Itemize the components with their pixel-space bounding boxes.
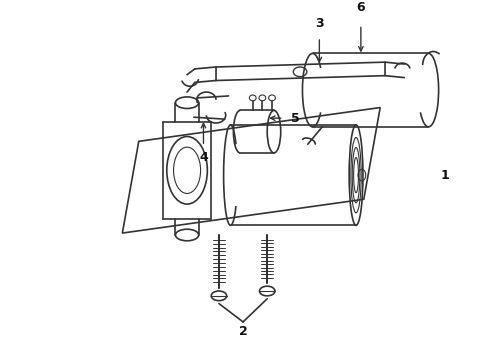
Text: 4: 4 (199, 151, 208, 164)
Text: 1: 1 (441, 168, 449, 182)
Text: 5: 5 (291, 112, 299, 125)
Text: 6: 6 (357, 1, 365, 14)
Text: 2: 2 (239, 325, 247, 338)
Text: 3: 3 (315, 17, 324, 30)
